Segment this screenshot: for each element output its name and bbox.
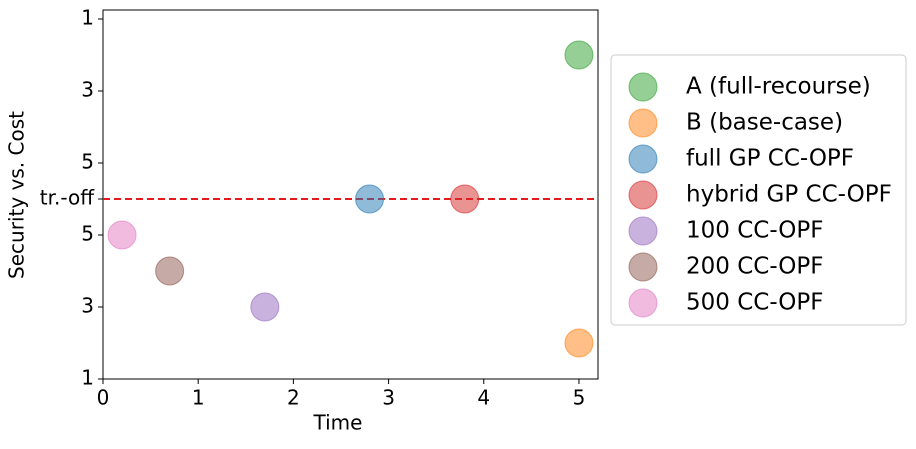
legend-label: 100 CC-OPF (686, 218, 823, 244)
legend-marker (628, 288, 658, 318)
x-tick-label: 3 (382, 386, 395, 410)
legend-box (610, 54, 907, 326)
legend-marker (628, 108, 658, 138)
plot-frame (102, 9, 599, 380)
x-tick-label: 5 (573, 386, 586, 410)
y-tick-label: 5 (81, 150, 94, 174)
legend-marker (628, 72, 658, 102)
legend-marker (628, 180, 658, 210)
point (155, 256, 185, 286)
y-tick-label: 1 (81, 6, 94, 30)
y-tick-label: 3 (81, 78, 94, 102)
point (450, 184, 480, 214)
y-tick-label: 5 (81, 222, 94, 246)
y-axis-label: Security vs. Cost (5, 111, 29, 279)
legend-marker (628, 216, 658, 246)
y-tick-label: tr.-off (40, 186, 95, 210)
legend-marker (628, 252, 658, 282)
point (250, 292, 280, 322)
legend-label: full GP CC-OPF (686, 146, 854, 172)
legend-label: 200 CC-OPF (686, 254, 823, 280)
legend-label: B (base-case) (686, 110, 843, 136)
point (355, 184, 385, 214)
x-tick-label: 4 (477, 386, 490, 410)
legend-marker (628, 144, 658, 174)
point (564, 40, 594, 70)
x-tick-label: 2 (287, 386, 300, 410)
point (564, 328, 594, 358)
y-tick-label: 3 (81, 294, 94, 318)
legend-label: 500 CC-OPF (686, 290, 823, 316)
legend-label: hybrid GP CC-OPF (686, 182, 892, 208)
x-axis-label: Time (313, 411, 363, 435)
legend-label: A (full-recourse) (686, 74, 871, 100)
point (107, 220, 137, 250)
x-tick-label: 0 (97, 386, 110, 410)
x-tick-label: 1 (192, 386, 205, 410)
y-tick-label: 1 (81, 366, 94, 390)
